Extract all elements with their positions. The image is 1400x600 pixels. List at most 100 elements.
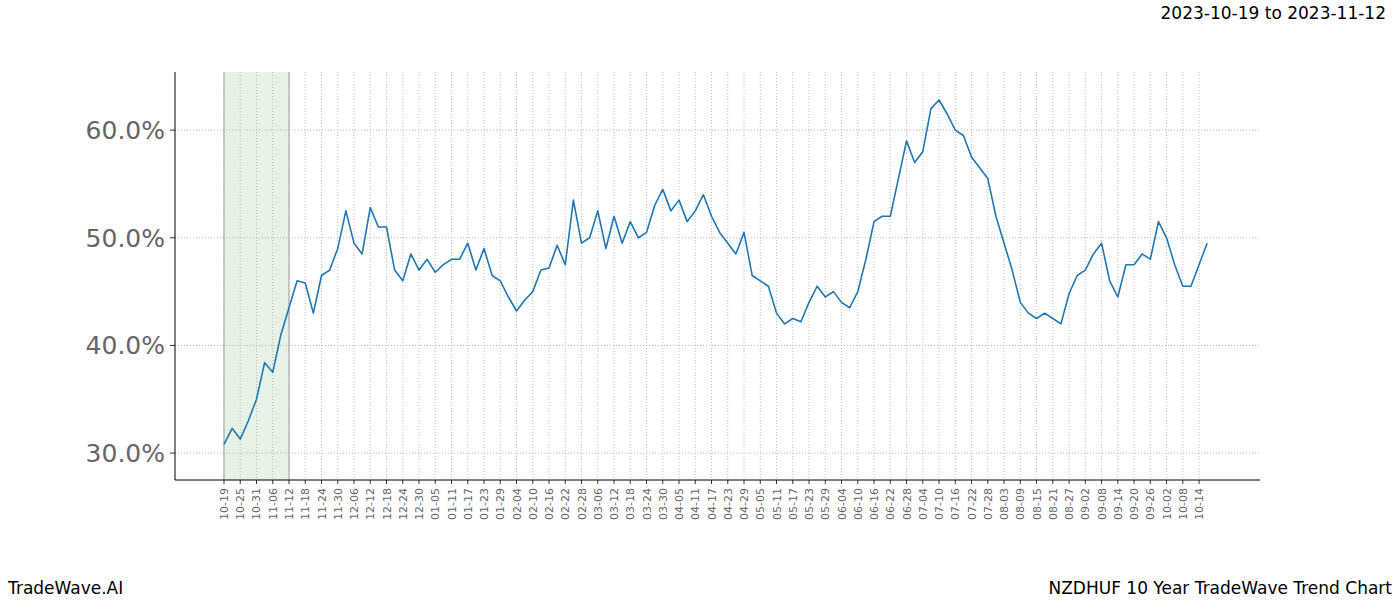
x-grid-line bbox=[1150, 72, 1151, 480]
x-grid-line bbox=[727, 72, 728, 480]
x-tick-label: 02-16 bbox=[543, 488, 556, 520]
x-tick bbox=[955, 480, 956, 484]
x-grid-line bbox=[565, 72, 566, 480]
x-tick bbox=[1134, 480, 1135, 484]
x-grid-line bbox=[354, 72, 355, 480]
x-tick bbox=[1182, 480, 1183, 484]
x-tick bbox=[630, 480, 631, 484]
x-tick-label: 05-11 bbox=[771, 488, 784, 520]
x-grid-line bbox=[1036, 72, 1037, 480]
x-tick-label: 10-19 bbox=[218, 488, 231, 520]
x-grid-line bbox=[776, 72, 777, 480]
x-grid-line bbox=[451, 72, 452, 480]
highlight-edge bbox=[288, 72, 290, 480]
x-tick bbox=[1069, 480, 1070, 484]
x-tick bbox=[792, 480, 793, 484]
x-grid-line bbox=[744, 72, 745, 480]
x-tick bbox=[679, 480, 680, 484]
x-tick bbox=[272, 480, 273, 484]
x-grid-line bbox=[305, 72, 306, 480]
x-tick-label: 06-28 bbox=[901, 488, 914, 520]
x-tick-label: 04-11 bbox=[689, 488, 702, 520]
x-tick bbox=[256, 480, 257, 484]
x-tick-label: 03-18 bbox=[624, 488, 637, 520]
x-grid-line bbox=[841, 72, 842, 480]
title: NZDHUF 10 Year TradeWave Trend Chart bbox=[1048, 578, 1392, 598]
x-grid-line bbox=[256, 72, 257, 480]
x-tick bbox=[890, 480, 891, 484]
y-grid-line bbox=[175, 237, 1260, 238]
x-tick-label: 04-05 bbox=[673, 488, 686, 520]
highlight bbox=[224, 72, 289, 480]
x-tick bbox=[646, 480, 647, 484]
x-tick bbox=[402, 480, 403, 484]
trend-line bbox=[224, 100, 1207, 444]
y-tick bbox=[170, 345, 175, 346]
x-tick-label: 03-24 bbox=[641, 488, 654, 520]
x-tick bbox=[695, 480, 696, 484]
y-tick bbox=[170, 237, 175, 238]
x-tick-label: 05-29 bbox=[819, 488, 832, 520]
x-tick bbox=[841, 480, 842, 484]
x-tick bbox=[1199, 480, 1200, 484]
y-tick-label: 30.0% bbox=[86, 439, 165, 468]
x-tick-label: 07-10 bbox=[933, 488, 946, 520]
x-tick-label: 10-14 bbox=[1193, 488, 1206, 520]
x-tick bbox=[565, 480, 566, 484]
x-grid-line bbox=[532, 72, 533, 480]
x-grid-line bbox=[874, 72, 875, 480]
x-tick bbox=[939, 480, 940, 484]
x-tick-label: 12-24 bbox=[397, 488, 410, 520]
x-grid-line bbox=[1199, 72, 1200, 480]
x-tick-label: 05-17 bbox=[787, 488, 800, 520]
subtitle: 2023-10-19 to 2023-11-12 bbox=[1161, 3, 1386, 23]
x-tick bbox=[435, 480, 436, 484]
highlight-band bbox=[224, 72, 289, 480]
x-tick bbox=[906, 480, 907, 484]
y-tick-label: 60.0% bbox=[86, 116, 165, 145]
x-tick-label: 09-02 bbox=[1079, 488, 1092, 520]
y-grid-line bbox=[175, 345, 1260, 346]
x-grid-line bbox=[500, 72, 501, 480]
x-tick bbox=[744, 480, 745, 484]
x-grid-line bbox=[402, 72, 403, 480]
x-grid-line bbox=[1166, 72, 1167, 480]
axes: 10-1910-2510-3111-0611-1211-1811-2411-30… bbox=[86, 72, 1260, 520]
x-tick bbox=[240, 480, 241, 484]
x-tick-label: 09-14 bbox=[1112, 488, 1125, 520]
x-tick-label: 10-02 bbox=[1161, 488, 1174, 520]
x-tick-label: 07-04 bbox=[917, 488, 930, 520]
x-tick bbox=[516, 480, 517, 484]
y-grid-line bbox=[175, 453, 1260, 454]
x-tick-label: 01-23 bbox=[478, 488, 491, 520]
x-grid-line bbox=[792, 72, 793, 480]
x-grid-line bbox=[922, 72, 923, 480]
x-tick bbox=[760, 480, 761, 484]
x-tick-label: 09-08 bbox=[1096, 488, 1109, 520]
x-tick-label: 11-30 bbox=[332, 488, 345, 520]
x-tick-label: 09-20 bbox=[1128, 488, 1141, 520]
x-grid-line bbox=[906, 72, 907, 480]
x-grid-line bbox=[272, 72, 273, 480]
x-tick-label: 12-18 bbox=[381, 488, 394, 520]
x-tick-label: 06-04 bbox=[836, 488, 849, 520]
x-grid-line bbox=[1020, 72, 1021, 480]
x-grid-line bbox=[760, 72, 761, 480]
x-tick-label: 04-29 bbox=[738, 488, 751, 520]
x-tick-label: 11-18 bbox=[299, 488, 312, 520]
y-tick bbox=[170, 130, 175, 131]
x-tick-label: 06-16 bbox=[868, 488, 881, 520]
x-tick bbox=[337, 480, 338, 484]
x-tick bbox=[370, 480, 371, 484]
x-grid-line bbox=[1101, 72, 1102, 480]
x-tick bbox=[419, 480, 420, 484]
x-grid-line bbox=[971, 72, 972, 480]
x-tick bbox=[1150, 480, 1151, 484]
x-grid-line bbox=[1004, 72, 1005, 480]
x-grid-line bbox=[597, 72, 598, 480]
x-tick-label: 08-15 bbox=[1031, 488, 1044, 520]
x-tick bbox=[857, 480, 858, 484]
x-tick bbox=[305, 480, 306, 484]
x-tick bbox=[874, 480, 875, 484]
x-tick bbox=[809, 480, 810, 484]
